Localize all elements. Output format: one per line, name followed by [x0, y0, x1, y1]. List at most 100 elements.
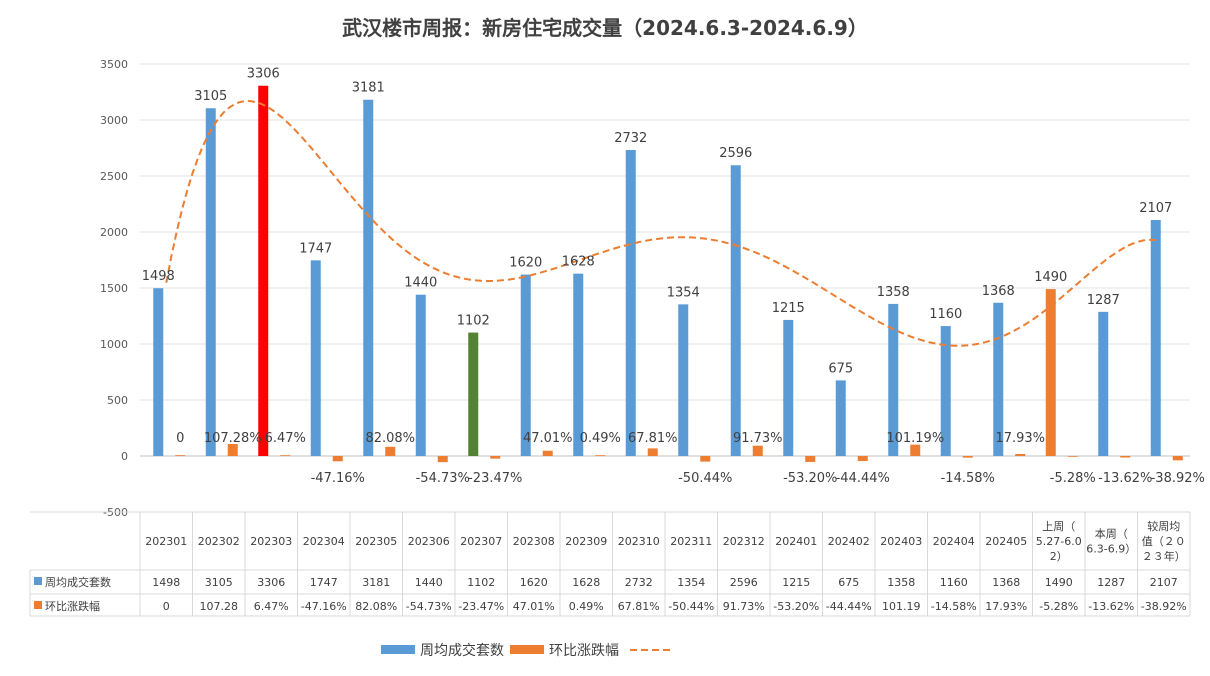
data-label-weekly: 3105	[194, 89, 227, 104]
data-label-weekly: 1747	[299, 241, 332, 256]
bar-weekly-sales	[363, 99, 374, 456]
bar-change-rate	[805, 456, 816, 462]
table-cell-weekly: 1628	[572, 576, 600, 589]
data-label-weekly: 2107	[1139, 201, 1172, 216]
table-cell-change: -47.16%	[301, 600, 347, 613]
table-cell-weekly: 1287	[1097, 576, 1125, 589]
table-cell-weekly: 1215	[782, 576, 810, 589]
data-label-change: 6.47%	[265, 431, 306, 446]
legend-label-change: 环比涨跌幅	[549, 643, 619, 659]
x-category-label: 202404	[933, 535, 975, 548]
table-cell-weekly: 1440	[415, 576, 443, 589]
y-tick-label: 500	[107, 394, 128, 407]
table-cell-change: -50.44%	[668, 600, 714, 613]
data-label-weekly: 3181	[352, 81, 385, 96]
table-cell-change: 101.19	[882, 600, 921, 613]
table-cell-weekly: 1354	[677, 576, 705, 589]
bar-weekly-sales	[258, 85, 269, 456]
legend-swatch-weekly	[381, 645, 415, 654]
table-cell-change: -54.73%	[406, 600, 452, 613]
bar-weekly-sales	[888, 303, 899, 456]
table-legend-key-weekly	[34, 577, 42, 585]
data-label-weekly: 2732	[614, 131, 647, 146]
bar-change-rate	[1015, 453, 1026, 456]
data-label-weekly: 1498	[142, 269, 175, 284]
table-cell-weekly: 1747	[310, 576, 338, 589]
y-tick-label: 3000	[100, 114, 128, 127]
y-tick-label: 1000	[100, 338, 128, 351]
table-cell-weekly: 1368	[992, 576, 1020, 589]
table-cell-weekly: 1498	[152, 576, 180, 589]
table-series-name-weekly: 周均成交套数	[45, 575, 111, 589]
data-label-weekly: 1490	[1034, 270, 1067, 285]
table-cell-change: -14.58%	[931, 600, 977, 613]
table-cell-weekly: 2596	[730, 576, 758, 589]
bar-weekly-sales	[468, 332, 479, 456]
bar-change-rate	[857, 456, 868, 461]
bar-change-rate	[332, 456, 343, 462]
data-table: 202301 202302 202303 202304 202305 202306 2023…	[29, 511, 1191, 617]
bar-weekly-sales	[415, 294, 426, 456]
data-label-weekly: 1215	[772, 301, 805, 316]
data-label-weekly: 675	[828, 361, 853, 376]
x-category-label: 202401	[775, 535, 817, 548]
bar-weekly-sales	[783, 319, 794, 456]
bar-change-rate	[752, 445, 763, 456]
bar-weekly-sales	[1150, 220, 1161, 456]
data-label-change: -44.44%	[836, 471, 890, 486]
table-cell-change: -5.28%	[1039, 600, 1078, 613]
table-cell-change: 91.73%	[723, 600, 765, 613]
x-category-label: 202307	[460, 535, 502, 548]
bars	[153, 85, 1183, 463]
data-label-change: 107.28%	[204, 431, 262, 446]
x-category-label: 202306	[408, 535, 450, 548]
x-category-label: 202304	[303, 535, 345, 548]
table-legend-key-change	[34, 601, 42, 609]
bar-weekly-sales	[993, 302, 1004, 456]
bar-weekly-sales	[310, 260, 321, 456]
bar-weekly-sales	[573, 273, 584, 456]
x-category-label: 202305	[355, 535, 397, 548]
bar-change-rate	[647, 448, 658, 456]
data-label-change: 0	[176, 431, 184, 446]
legend: 周均成交套数 环比涨跌幅	[381, 642, 670, 659]
chart-title: 武汉楼市周报：新房住宅成交量（2024.6.3-2024.6.9）	[342, 16, 868, 40]
table-cell-change: -44.44%	[826, 600, 872, 613]
table-cell-change: -13.62%	[1088, 600, 1134, 613]
x-category-label: 202402	[828, 535, 870, 548]
x-category-label: 本周（	[1095, 527, 1128, 541]
bar-weekly-sales	[730, 165, 741, 457]
data-label-weekly: 1160	[929, 307, 962, 322]
x-category-label: 202302	[198, 535, 240, 548]
x-category-label: 202309	[565, 535, 607, 548]
x-category-label: 202403	[880, 535, 922, 548]
x-category-label: 202405	[985, 535, 1027, 548]
data-label-weekly: 1102	[457, 314, 490, 329]
bar-weekly-sales	[1045, 289, 1056, 456]
bar-weekly-sales	[205, 108, 216, 457]
trendline	[165, 100, 1159, 347]
x-category-label: 较周均	[1147, 519, 1180, 533]
table-cell-weekly: 2732	[625, 576, 653, 589]
table-cell-change: -23.47%	[458, 600, 504, 613]
bar-weekly-sales	[520, 274, 531, 456]
data-label-change: -53.20%	[783, 471, 837, 486]
y-tick-label: 1500	[100, 282, 128, 295]
table-series-name-change: 环比涨跌幅	[45, 599, 100, 613]
data-label-change: 17.93%	[995, 431, 1045, 446]
data-label-change: -23.47%	[468, 471, 522, 486]
y-tick-label: 2000	[100, 226, 128, 239]
bar-weekly-sales	[625, 150, 636, 457]
table-cell-weekly: 1102	[467, 576, 495, 589]
data-label-change: -5.28%	[1050, 471, 1096, 486]
x-category-label: 值（２０	[1142, 535, 1186, 548]
data-label-change: -47.16%	[311, 471, 365, 486]
bar-change-rate	[227, 443, 238, 456]
bar-change-rate	[1172, 456, 1183, 461]
data-label-change: -54.73%	[416, 471, 470, 486]
bar-change-rate	[280, 455, 291, 456]
x-category-label: 5.27-6.0	[1036, 535, 1082, 548]
table-cell-change: 0.49%	[569, 600, 604, 613]
